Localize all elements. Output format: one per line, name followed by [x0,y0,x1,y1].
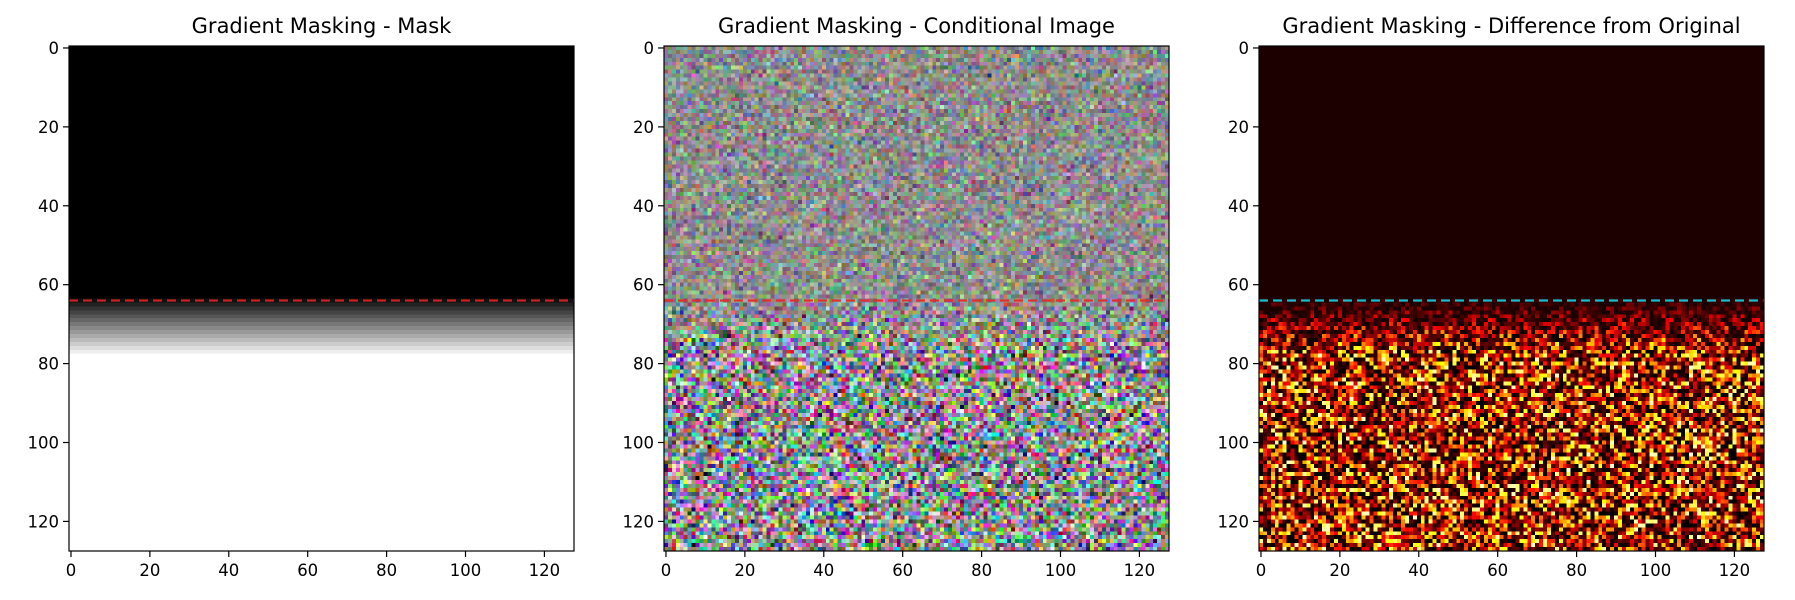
x-tick-label: 0 [661,561,672,580]
x-tick-label: 40 [218,561,239,580]
y-tick-label: 20 [633,118,654,137]
y-tick-label: 40 [633,197,654,216]
x-tick-label: 100 [450,561,482,580]
heatmap-image [69,46,574,551]
x-tick-label: 0 [1256,561,1267,580]
y-tick-label: 80 [1228,355,1249,374]
x-tick-label: 120 [1124,561,1156,580]
heatmap-image [664,46,1169,551]
y-axis: 0 20 40 60 80 100 120 [1218,39,1259,531]
x-tick-label: 20 [139,561,160,580]
x-tick-label: 80 [971,561,992,580]
x-tick-label: 20 [734,561,755,580]
y-axis: 0 20 40 60 80 100 120 [28,39,69,531]
heatmap-image [1259,46,1764,551]
y-tick-label: 60 [38,276,59,295]
x-tick-label: 60 [297,561,318,580]
y-tick-label: 40 [1228,197,1249,216]
y-tick-label: 0 [644,39,655,58]
x-tick-label: 80 [376,561,397,580]
x-tick-label: 100 [1045,561,1077,580]
y-tick-label: 80 [38,355,59,374]
y-tick-label: 100 [1218,434,1250,453]
x-axis: 0 20 40 60 80 100 120 [661,551,1155,580]
y-tick-label: 60 [1228,276,1249,295]
y-axis: 0 20 40 60 80 100 120 [623,39,664,531]
x-tick-label: 20 [1329,561,1350,580]
y-tick-label: 0 [1239,39,1250,58]
y-tick-label: 40 [38,197,59,216]
y-tick-label: 80 [633,355,654,374]
y-tick-label: 20 [38,118,59,137]
panel-title: Gradient Masking - Conditional Image [718,14,1115,38]
mask-panel: Gradient Masking - Mask 0 20 40 60 80 100 120 … [28,14,575,580]
y-tick-label: 20 [1228,118,1249,137]
x-tick-label: 40 [1408,561,1429,580]
axes-frame [68,45,575,552]
x-tick-label: 60 [1487,561,1508,580]
conditional-image-panel: Gradient Masking - Conditional Image 0 20… [623,14,1170,580]
y-tick-label: 60 [633,276,654,295]
x-tick-label: 100 [1640,561,1672,580]
x-tick-label: 120 [529,561,561,580]
difference-panel: Gradient Masking - Difference from Origi… [1218,14,1765,580]
panel-title: Gradient Masking - Difference from Origi… [1282,14,1740,38]
axes-frame [663,45,1170,552]
y-tick-label: 120 [1218,512,1250,531]
x-tick-label: 40 [813,561,834,580]
x-tick-label: 80 [1566,561,1587,580]
y-tick-label: 100 [28,434,60,453]
y-tick-label: 120 [623,512,655,531]
y-tick-label: 120 [28,512,60,531]
y-tick-label: 0 [49,39,60,58]
x-tick-label: 0 [66,561,77,580]
x-axis: 0 20 40 60 80 100 120 [1256,551,1750,580]
axes-frame [1258,45,1765,552]
y-tick-label: 100 [623,434,655,453]
panel-title: Gradient Masking - Mask [192,14,452,38]
x-axis: 0 20 40 60 80 100 120 [66,551,560,580]
x-tick-label: 120 [1719,561,1751,580]
x-tick-label: 60 [892,561,913,580]
